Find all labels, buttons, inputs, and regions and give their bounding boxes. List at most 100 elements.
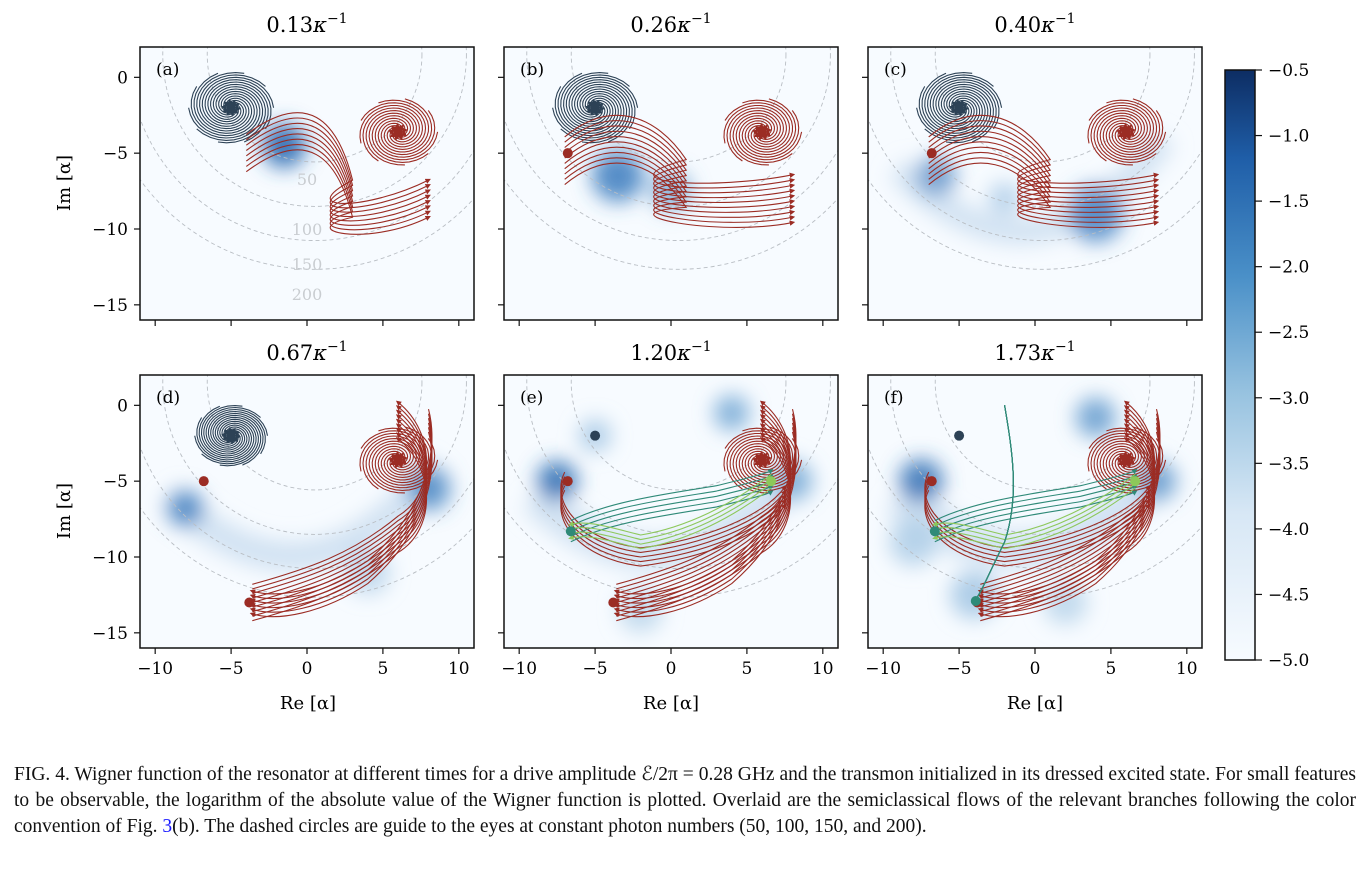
- fixed-point: [562, 148, 573, 159]
- xlabel-col1: Re [α]: [280, 693, 336, 714]
- streamline: [245, 128, 431, 218]
- streamline: [560, 485, 787, 563]
- caption-figure-ref-link[interactable]: 3: [162, 816, 173, 837]
- panel-letter: (e): [520, 388, 543, 408]
- xtick-label: −5: [947, 659, 972, 679]
- photon-circle-100: [526, 47, 831, 207]
- fixed-point: [757, 454, 768, 465]
- semiclassical-flows: [560, 400, 803, 622]
- ytick-label: 0: [117, 396, 128, 416]
- streamline: [564, 136, 796, 204]
- streamline: [1096, 112, 1157, 163]
- streamline: [977, 408, 1161, 595]
- streamline: [568, 79, 636, 130]
- streamline: [564, 157, 796, 223]
- photon-circle-100: [162, 47, 467, 207]
- streamline: [245, 138, 431, 226]
- fixed-point: [1130, 476, 1141, 487]
- photon-circle-50: [570, 375, 787, 491]
- streamline: [560, 471, 787, 549]
- panel-title-exponent: −1: [327, 11, 348, 27]
- panel-f: (f) 1.73κ−1 −10 −5 0 5 10: [862, 339, 1203, 679]
- streamline: [188, 88, 261, 139]
- semiclassical-flows: [194, 400, 439, 622]
- colorbar-tick-label: −3.0: [1268, 389, 1309, 409]
- fixed-point: [1121, 454, 1132, 465]
- wigner-blob: [889, 517, 938, 566]
- streamline: [360, 102, 427, 150]
- streamline: [245, 117, 431, 209]
- ytick-label: −5: [103, 144, 128, 164]
- wigner-blob: [1067, 185, 1124, 242]
- streamline: [735, 115, 803, 161]
- contour-label-100: 100: [292, 220, 323, 239]
- contour-label-200: 200: [292, 285, 323, 304]
- panel-plot-area: [504, 375, 838, 648]
- contour-label-150: 150: [292, 255, 323, 274]
- fixed-point: [226, 430, 237, 441]
- streamline: [377, 98, 433, 156]
- panel-letter: (f): [884, 388, 904, 408]
- streamline: [924, 86, 992, 141]
- photon-circle-50: [206, 375, 423, 491]
- streamline: [210, 412, 264, 466]
- panel-title-exponent: −1: [691, 11, 712, 27]
- panel-title-time: 0.26: [630, 13, 677, 37]
- streamline: [924, 476, 1151, 554]
- streamline: [723, 104, 787, 148]
- streamline: [207, 410, 266, 455]
- xlabel-col3: Re [α]: [1007, 693, 1063, 714]
- wigner-background: [140, 47, 474, 320]
- streamline: [741, 98, 797, 156]
- streamline: [613, 408, 797, 595]
- streamline: [928, 120, 1160, 189]
- streamline: [1087, 432, 1151, 476]
- panel-plot-area: [140, 375, 474, 648]
- panel-title-time: 0.40: [994, 13, 1041, 37]
- streamline: [568, 487, 772, 550]
- panel-title: 1.73κ−1: [994, 339, 1075, 365]
- streamline: [568, 473, 772, 536]
- streamline: [203, 406, 261, 455]
- streamline: [359, 104, 423, 148]
- fixed-point: [608, 597, 619, 608]
- streamline: [980, 405, 1155, 590]
- ytick-label: −5: [103, 472, 128, 492]
- fixed-points: [926, 430, 1141, 608]
- streamline: [196, 417, 255, 461]
- streamline: [723, 432, 787, 476]
- colorbar-tick-label: −3.5: [1268, 454, 1309, 474]
- photon-circle-200: [868, 178, 1202, 270]
- colorbar-gradient: [1224, 69, 1256, 661]
- streamline: [378, 427, 430, 481]
- fixed-point: [590, 430, 601, 441]
- streamline: [928, 162, 1160, 228]
- streamline: [1105, 98, 1161, 156]
- streamline: [928, 136, 1160, 204]
- streamline: [934, 479, 1138, 532]
- xtick-label: −10: [865, 659, 901, 679]
- streamline: [928, 114, 1160, 184]
- streamline: [1088, 102, 1155, 150]
- axis-labels: Re [α] Re [α] Re [α] Im [α] Im [α]: [54, 155, 1063, 714]
- streamline: [252, 409, 427, 594]
- colorbar-tick-label: −5.0: [1268, 651, 1309, 671]
- fixed-point: [393, 454, 404, 465]
- streamline: [924, 72, 981, 132]
- streamline: [1087, 104, 1151, 148]
- photon-circle-100: [890, 47, 1195, 207]
- streamline: [928, 151, 1160, 218]
- ytick-label: −10: [92, 220, 128, 240]
- streamline: [616, 409, 791, 594]
- streamline: [1106, 99, 1158, 153]
- figure-4: 50100150200(a)0.13κ−10−5−10−15(b)0.26κ−1…: [54, 11, 1309, 714]
- fixed-point: [954, 102, 965, 113]
- fixed-point: [926, 148, 937, 159]
- panel-title-time: 1.73: [994, 341, 1041, 365]
- fixed-points: [226, 102, 404, 137]
- streamline: [245, 133, 431, 222]
- streamline: [570, 490, 774, 543]
- colorbar-tick-label: −4.5: [1268, 585, 1309, 605]
- streamline: [204, 79, 272, 130]
- xtick-label: −5: [583, 659, 608, 679]
